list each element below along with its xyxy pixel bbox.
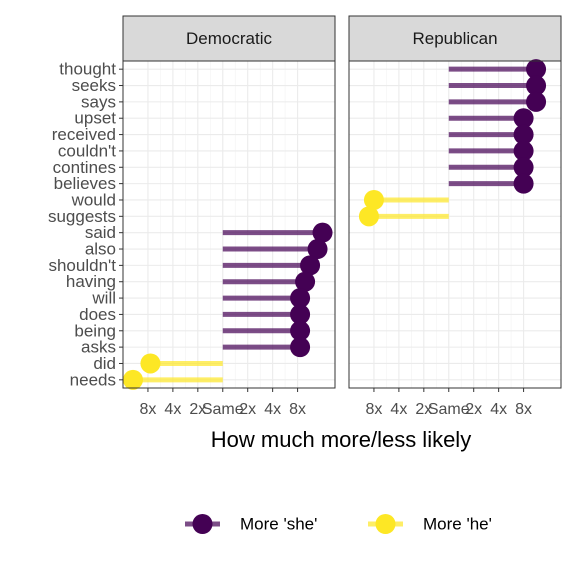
point (290, 288, 311, 309)
point (312, 222, 333, 243)
facet-strip (122, 15, 336, 62)
point (295, 271, 316, 292)
y-tick-label: received (52, 125, 116, 144)
x-tick-label: 4x (164, 401, 181, 418)
x-tick-label: 2x (239, 401, 256, 418)
point (300, 255, 321, 276)
x-tick-label: Same (202, 401, 244, 418)
x-tick-label: 4x (390, 401, 407, 418)
y-tick-label: also (85, 240, 116, 259)
y-tick-label: thought (59, 60, 116, 79)
point (513, 124, 534, 145)
point (526, 75, 547, 96)
y-tick-label: needs (70, 370, 116, 389)
legend-key-point (375, 514, 396, 534)
point (140, 353, 161, 374)
point (513, 157, 534, 178)
x-tick-label: 8x (289, 401, 306, 418)
y-tick-label: suggests (48, 207, 116, 226)
y-tick-label: says (81, 92, 116, 111)
x-tick-label: 4x (264, 401, 281, 418)
y-tick-label: will (91, 289, 116, 308)
point (290, 320, 311, 341)
point (513, 140, 534, 161)
x-tick-label: 2x (465, 401, 482, 418)
point (122, 369, 143, 390)
facet-title: Democratic (186, 29, 272, 48)
y-tick-label: does (79, 305, 116, 324)
point (526, 59, 547, 80)
x-axis-title: How much more/less likely (211, 427, 471, 452)
panel-border (348, 60, 562, 389)
y-tick-label: did (93, 354, 116, 373)
y-tick-label: asks (81, 338, 116, 357)
y-tick-label: shouldn't (48, 256, 116, 275)
y-tick-label: couldn't (58, 141, 116, 160)
point (526, 91, 547, 112)
y-tick-label: seeks (72, 76, 116, 95)
x-tick-label: 4x (490, 401, 507, 418)
point (290, 304, 311, 325)
point (513, 108, 534, 129)
y-tick-label: would (71, 190, 116, 209)
facet-title: Republican (412, 29, 497, 48)
x-tick-label: Same (428, 401, 470, 418)
y-tick-label: said (85, 223, 116, 242)
y-tick-label: being (74, 321, 116, 340)
legend-label: More 'she' (240, 514, 317, 533)
y-tick-label: contines (53, 158, 116, 177)
point (307, 239, 328, 260)
point (363, 189, 384, 210)
panel-border (122, 60, 336, 389)
facet-strip (348, 15, 562, 62)
x-tick-label: 2x (189, 401, 206, 418)
point (290, 337, 311, 358)
legend-label: More 'he' (423, 514, 492, 533)
point (358, 206, 379, 227)
legend-key-point (192, 514, 213, 534)
point (513, 173, 534, 194)
y-tick-label: having (66, 272, 116, 291)
y-tick-label: upset (74, 109, 116, 128)
y-tick-label: believes (54, 174, 116, 193)
x-tick-label: 8x (139, 401, 156, 418)
x-tick-label: 2x (415, 401, 432, 418)
x-tick-label: 8x (365, 401, 382, 418)
x-tick-label: 8x (515, 401, 532, 418)
